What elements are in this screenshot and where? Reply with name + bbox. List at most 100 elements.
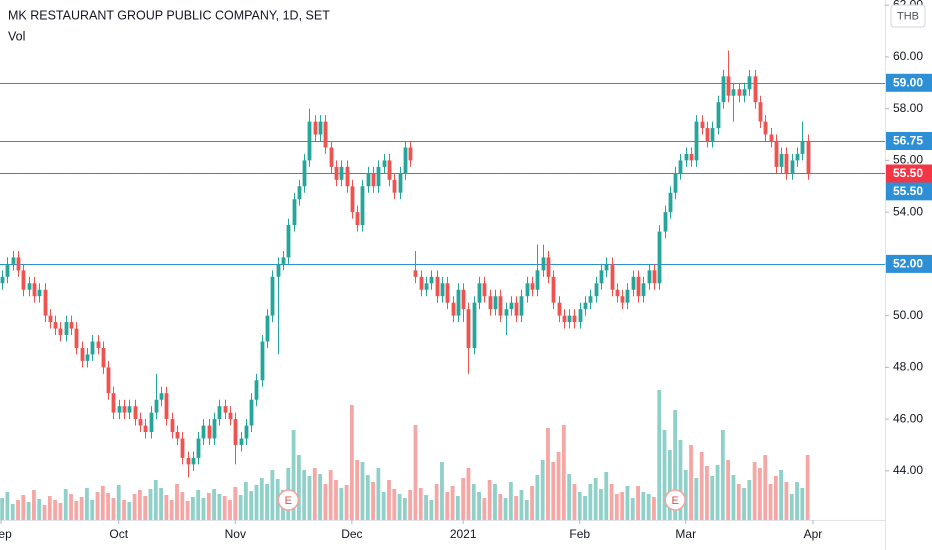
volume-label: Vol [8, 29, 25, 43]
candle-body [196, 438, 201, 458]
candle-body [461, 289, 466, 310]
volume-bar [487, 480, 492, 520]
last-price-label-box [886, 164, 932, 183]
volume-bar [604, 472, 609, 520]
candle-body [387, 160, 392, 180]
y-tick-label: 58.00 [893, 101, 923, 115]
volume-bar [21, 495, 26, 520]
candle-body [260, 341, 265, 381]
volume-bar [747, 480, 752, 520]
candle-body [32, 283, 37, 297]
candle-body [244, 425, 249, 439]
candle-body [11, 257, 16, 264]
candle-body [111, 393, 116, 413]
candle-body [96, 341, 101, 348]
price-line-label: 59.00 [893, 75, 923, 89]
candle-body [154, 399, 159, 413]
volume-bar [588, 484, 593, 520]
candle-body [186, 457, 191, 465]
volume-bar [16, 500, 20, 520]
x-tick-label: 2021 [450, 527, 477, 541]
volume-bar [296, 455, 301, 520]
volume-bar [784, 482, 789, 520]
volume-bar [805, 455, 810, 520]
candle-body [466, 309, 471, 348]
volume-bar [779, 470, 784, 520]
volume-bar [493, 484, 497, 520]
candle-body [143, 425, 148, 433]
volume-bar [440, 462, 444, 520]
candle-body [445, 283, 450, 303]
volume-bar [455, 496, 460, 520]
volume-bar [540, 460, 545, 520]
volume-bar [137, 490, 142, 520]
candle-body [366, 173, 371, 187]
volume-bar [217, 494, 222, 520]
candle-body [127, 406, 132, 413]
candle-body [329, 147, 334, 167]
candle-body [631, 276, 636, 290]
volume-bar [201, 498, 206, 520]
volume-bar [159, 488, 164, 520]
volume-bar [387, 480, 391, 520]
volume-bar [259, 478, 264, 520]
candle-body [620, 296, 625, 303]
earnings-label: E [285, 495, 292, 507]
volume-bar [344, 485, 349, 520]
candle-body [170, 419, 175, 433]
volume-bar [63, 489, 68, 520]
candle-body [451, 302, 456, 316]
volume-bar [599, 489, 603, 520]
volume-bar [731, 475, 736, 520]
candle-body [572, 315, 577, 323]
volume-bar [116, 485, 121, 520]
volume-bar [69, 494, 73, 520]
volume-bar [418, 488, 423, 520]
volume-bar [312, 468, 317, 520]
volume-bar [265, 484, 269, 520]
y-tick-label: 48.00 [893, 360, 923, 374]
candle-body [292, 199, 297, 226]
candle-body [535, 270, 540, 290]
candle-body [435, 276, 440, 297]
candle-body [313, 121, 318, 135]
volume-bar [164, 495, 169, 520]
volume-bar [445, 492, 450, 520]
candle-body [652, 270, 657, 284]
price-line-label-box [886, 73, 932, 92]
candle-body [599, 270, 604, 284]
candle-body [795, 153, 800, 161]
candle-body [493, 296, 498, 310]
candle-body [731, 89, 736, 96]
candle-body [48, 315, 53, 323]
candle-body [726, 76, 731, 96]
currency-box[interactable] [890, 4, 926, 28]
volume-bar [551, 462, 556, 520]
volume-bar [249, 491, 254, 520]
volume-bar [789, 494, 794, 520]
candle-body [472, 302, 477, 348]
candle-body [58, 328, 63, 336]
candle-body [323, 121, 328, 148]
candle-body [774, 140, 779, 167]
chart-title: MK RESTAURANT GROUP PUBLIC COMPANY, 1D, … [8, 8, 330, 22]
candle-body [758, 102, 763, 122]
candle-body [339, 166, 344, 180]
volume-bar [641, 492, 646, 520]
volume-bar [546, 428, 550, 520]
currency: THB [897, 10, 919, 22]
candle-body [684, 153, 689, 161]
candle-body [779, 153, 784, 167]
volume-bar [270, 470, 275, 520]
candle-body [117, 406, 122, 413]
volume-bar [742, 488, 746, 520]
volume-bar [79, 497, 84, 520]
volume-bar [519, 490, 524, 520]
volume-bar [53, 500, 58, 520]
candle-body [254, 380, 259, 400]
candle-body [217, 406, 222, 420]
volume-bar [100, 486, 105, 520]
x-tick-label: Nov [225, 527, 246, 541]
candle-body [345, 166, 350, 187]
